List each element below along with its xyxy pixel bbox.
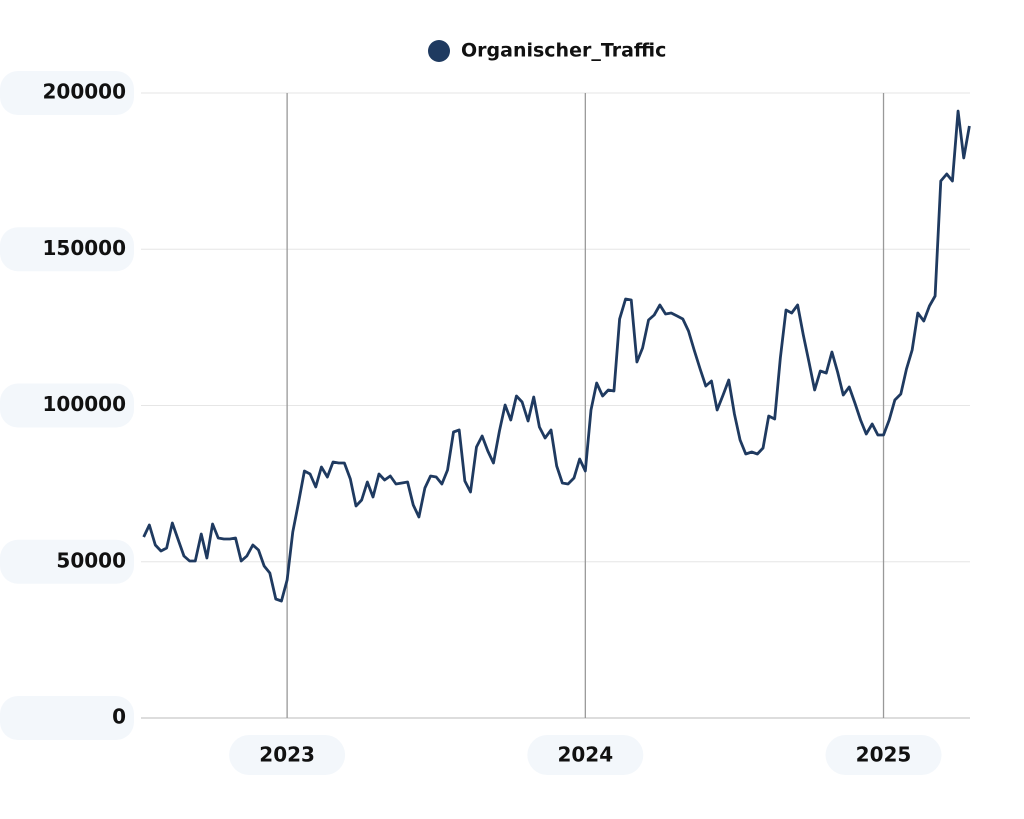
tick-label-bg <box>0 227 134 272</box>
tick-label-bg <box>0 696 134 740</box>
tick-label-bg <box>0 71 134 115</box>
x-tick-label: 2025 <box>856 743 912 767</box>
legend-marker <box>428 40 450 62</box>
x-tick-label: 2024 <box>557 743 613 767</box>
y-tick-label: 200000 <box>43 80 127 104</box>
y-tick-label: 150000 <box>43 236 127 260</box>
tick-label-bg <box>0 383 134 428</box>
y-tick-label: 50000 <box>56 548 126 572</box>
tick-label-bg <box>825 735 942 775</box>
tick-label-bg <box>229 735 346 775</box>
x-tick-label: 2023 <box>259 743 315 767</box>
y-tick-label: 100000 <box>43 392 127 416</box>
tick-label-bg <box>0 539 134 584</box>
legend-label: Organischer_Traffic <box>461 40 666 62</box>
y-tick-label: 0 <box>112 705 126 729</box>
tick-label-bg <box>527 735 644 775</box>
line <box>142 109 971 603</box>
